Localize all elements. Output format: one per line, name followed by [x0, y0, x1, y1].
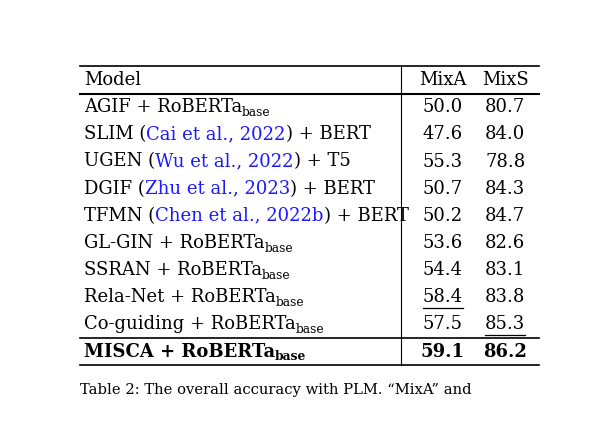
- Text: 80.7: 80.7: [485, 98, 525, 116]
- Text: 82.6: 82.6: [485, 234, 525, 252]
- Text: 53.6: 53.6: [423, 234, 463, 252]
- Text: 86.2: 86.2: [483, 343, 527, 361]
- Text: SLIM (: SLIM (: [84, 126, 146, 143]
- Text: GL-GIN + RoBERTa: GL-GIN + RoBERTa: [84, 234, 265, 252]
- Text: base: base: [242, 106, 271, 119]
- Text: Model: Model: [84, 71, 141, 89]
- Text: base: base: [276, 296, 304, 309]
- Text: SSRAN + RoBERTa: SSRAN + RoBERTa: [84, 261, 262, 279]
- Text: Rela-Net + RoBERTa: Rela-Net + RoBERTa: [84, 288, 276, 306]
- Text: 58.4: 58.4: [423, 288, 463, 306]
- Text: Table 2: The overall accuracy with PLM. “MixA” and: Table 2: The overall accuracy with PLM. …: [80, 384, 472, 397]
- Text: 85.3: 85.3: [485, 316, 525, 333]
- Text: 50.7: 50.7: [423, 180, 463, 198]
- Text: 78.8: 78.8: [485, 153, 525, 171]
- Text: 54.4: 54.4: [423, 261, 463, 279]
- Text: base: base: [296, 323, 324, 336]
- Text: 50.2: 50.2: [423, 207, 463, 225]
- Text: Zhu et al., 2023: Zhu et al., 2023: [145, 180, 290, 198]
- Text: 55.3: 55.3: [423, 153, 463, 171]
- Text: Chen et al., 2022b: Chen et al., 2022b: [155, 207, 324, 225]
- Text: ) + BERT: ) + BERT: [324, 207, 408, 225]
- Text: 83.1: 83.1: [485, 261, 525, 279]
- Text: MISCA + RoBERTa: MISCA + RoBERTa: [84, 343, 275, 361]
- Text: MixS: MixS: [482, 71, 528, 89]
- Text: ) + BERT: ) + BERT: [290, 180, 375, 198]
- Text: 59.1: 59.1: [421, 343, 465, 361]
- Text: TFMN (: TFMN (: [84, 207, 155, 225]
- Text: 84.0: 84.0: [485, 126, 525, 143]
- Text: DGIF (: DGIF (: [84, 180, 145, 198]
- Text: 50.0: 50.0: [423, 98, 463, 116]
- Text: AGIF + RoBERTa: AGIF + RoBERTa: [84, 98, 242, 116]
- Text: base: base: [262, 269, 291, 282]
- Text: ) + BERT: ) + BERT: [286, 126, 370, 143]
- Text: Cai et al., 2022: Cai et al., 2022: [146, 126, 286, 143]
- Text: 83.8: 83.8: [485, 288, 525, 306]
- Text: base: base: [275, 350, 306, 363]
- Text: Co-guiding + RoBERTa: Co-guiding + RoBERTa: [84, 316, 296, 333]
- Text: 57.5: 57.5: [423, 316, 463, 333]
- Text: UGEN (: UGEN (: [84, 153, 155, 171]
- Text: MixA: MixA: [419, 71, 467, 89]
- Text: Wu et al., 2022: Wu et al., 2022: [155, 153, 294, 171]
- Text: 47.6: 47.6: [423, 126, 463, 143]
- Text: base: base: [265, 242, 293, 255]
- Text: ) + T5: ) + T5: [294, 153, 350, 171]
- Text: 84.7: 84.7: [485, 207, 525, 225]
- Text: 84.3: 84.3: [485, 180, 525, 198]
